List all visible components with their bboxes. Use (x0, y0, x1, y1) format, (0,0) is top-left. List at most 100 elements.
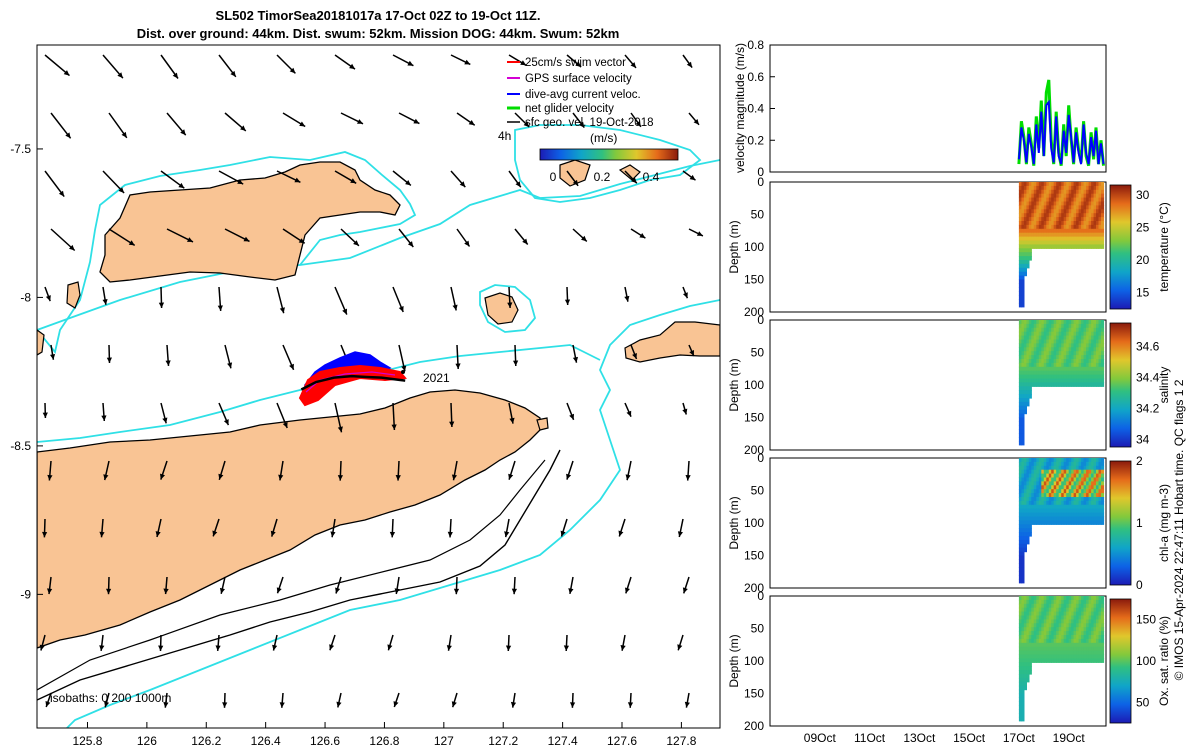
geo-arrow-head (289, 67, 296, 74)
heatmap-cell (1066, 607, 1070, 613)
time-x-tick-labels: 09Oct 11Oct 13Oct 15Oct 17Oct 19Oct (804, 731, 1086, 745)
heatmap-cell (1031, 631, 1035, 636)
heatmap-cell (1036, 631, 1040, 636)
heatmap-cell (1058, 232, 1062, 238)
geo-arrow-head (560, 530, 566, 537)
heatmap-cell (1058, 382, 1062, 387)
heatmap-cell (1043, 500, 1047, 506)
heatmap-cell (1083, 615, 1087, 620)
heatmap-cell (1078, 236, 1082, 242)
heatmap-cell (1066, 217, 1070, 222)
heatmap-cell (1091, 642, 1095, 648)
heatmap-cell (1033, 197, 1037, 203)
heatmap-cell (1041, 217, 1045, 222)
heatmap-cell (1043, 619, 1047, 624)
heatmap-cell (1021, 709, 1025, 714)
heatmap-cell (1058, 240, 1062, 245)
heatmap-cell (1046, 351, 1050, 356)
heatmap-cell (1063, 217, 1067, 222)
heatmap-cell (1083, 623, 1087, 628)
land-small-islet-w2 (37, 329, 45, 356)
heatmap-ytick-label: 100 (744, 654, 764, 668)
heatmap-cell (1098, 500, 1102, 506)
heatmap-cell (1083, 646, 1087, 652)
heatmap-cell (1101, 635, 1105, 640)
heatmap-cell (1086, 658, 1090, 663)
heatmap-cell (1073, 512, 1077, 518)
heatmap-cell (1041, 189, 1045, 195)
heatmap-cell (1048, 209, 1052, 214)
heatmap-cell (1048, 197, 1052, 203)
heatmap-cell (1046, 374, 1050, 380)
heatmap-ytick-label: 200 (744, 443, 764, 457)
heatmap-cell (1033, 654, 1037, 659)
heatmap-cell (1046, 359, 1050, 364)
geo-velocity-arrow (42, 402, 48, 419)
heatmap-cell (1061, 477, 1065, 482)
heatmap-cell (1076, 213, 1080, 218)
heatmap-cell (1021, 335, 1025, 341)
heatmap-ytick-label: 0 (757, 589, 764, 603)
heatmap-cell (1026, 674, 1030, 679)
heatmap-cell (1033, 489, 1037, 494)
heatmap-cell (1041, 631, 1045, 636)
heatmap-cell (1093, 627, 1097, 632)
heatmap-cell (1073, 461, 1077, 467)
heatmap-cell (1071, 611, 1075, 617)
heatmap-cell (1031, 461, 1035, 467)
heatmap-cell (1071, 339, 1075, 344)
heatmap-cell (1058, 182, 1062, 187)
heatmap-cell (1101, 228, 1105, 234)
heatmap-cell (1076, 221, 1080, 226)
heatmap-cell (1088, 182, 1092, 187)
heatmap-cell (1033, 228, 1037, 234)
heatmap-cell (1081, 351, 1085, 356)
heatmap-cell (1073, 323, 1077, 329)
heatmap-cell (1041, 335, 1045, 341)
heatmap-cell (1088, 596, 1092, 601)
heatmap-cell (1073, 244, 1077, 249)
heatmap-cell (1048, 615, 1052, 620)
heatmap-cell (1073, 599, 1077, 605)
heatmap-cell (1038, 339, 1042, 344)
geo-velocity-arrow (514, 112, 530, 128)
heatmap-cell (1101, 366, 1105, 372)
heatmap-cell (1088, 213, 1092, 218)
heatmap-cell (1091, 378, 1095, 383)
heatmap-cell (1071, 189, 1075, 195)
geo-velocity-arrow (50, 228, 76, 252)
heatmap-cell (1036, 240, 1040, 245)
heatmap-cell (1046, 327, 1050, 333)
heatmap-cell (1101, 469, 1105, 475)
heatmap-cell (1071, 185, 1075, 191)
heatmap-cell (1066, 224, 1070, 230)
heatmap-cell (1043, 607, 1047, 613)
heatmap-cell (1023, 458, 1027, 463)
geo-arrow-head (298, 238, 305, 244)
heatmap-cell (1033, 477, 1037, 482)
heatmap-cell (1021, 658, 1025, 663)
colorbar-unit: (m/s) (590, 131, 617, 145)
heatmap-cell (1081, 508, 1085, 514)
time-xtick-label: 15Oct (953, 731, 986, 745)
heatmap-cell (1061, 193, 1065, 199)
heatmap-cell (1028, 497, 1032, 502)
heatmap-cell (1066, 635, 1070, 640)
geo-arrow-head (572, 179, 579, 186)
heatmap-cell (1038, 638, 1042, 644)
geo-arrow-head (155, 531, 161, 537)
heatmap-cell (1056, 607, 1060, 613)
heatmap-cell (1033, 520, 1037, 525)
heatmap-cell (1061, 205, 1065, 210)
heatmap-cell (1028, 240, 1032, 245)
heatmap-cell (1063, 189, 1067, 195)
geo-arrow-head (630, 62, 636, 68)
heatmap-cell (1078, 607, 1082, 613)
heatmap-cell (1048, 627, 1052, 632)
isobath-1000m-north-upper (37, 151, 417, 354)
geo-velocity-arrow (566, 54, 582, 68)
heatmap-cell (1018, 627, 1022, 632)
heatmap-cell (1033, 607, 1037, 613)
heatmap-cell (1043, 382, 1047, 387)
heatmap-cell (1031, 603, 1035, 609)
